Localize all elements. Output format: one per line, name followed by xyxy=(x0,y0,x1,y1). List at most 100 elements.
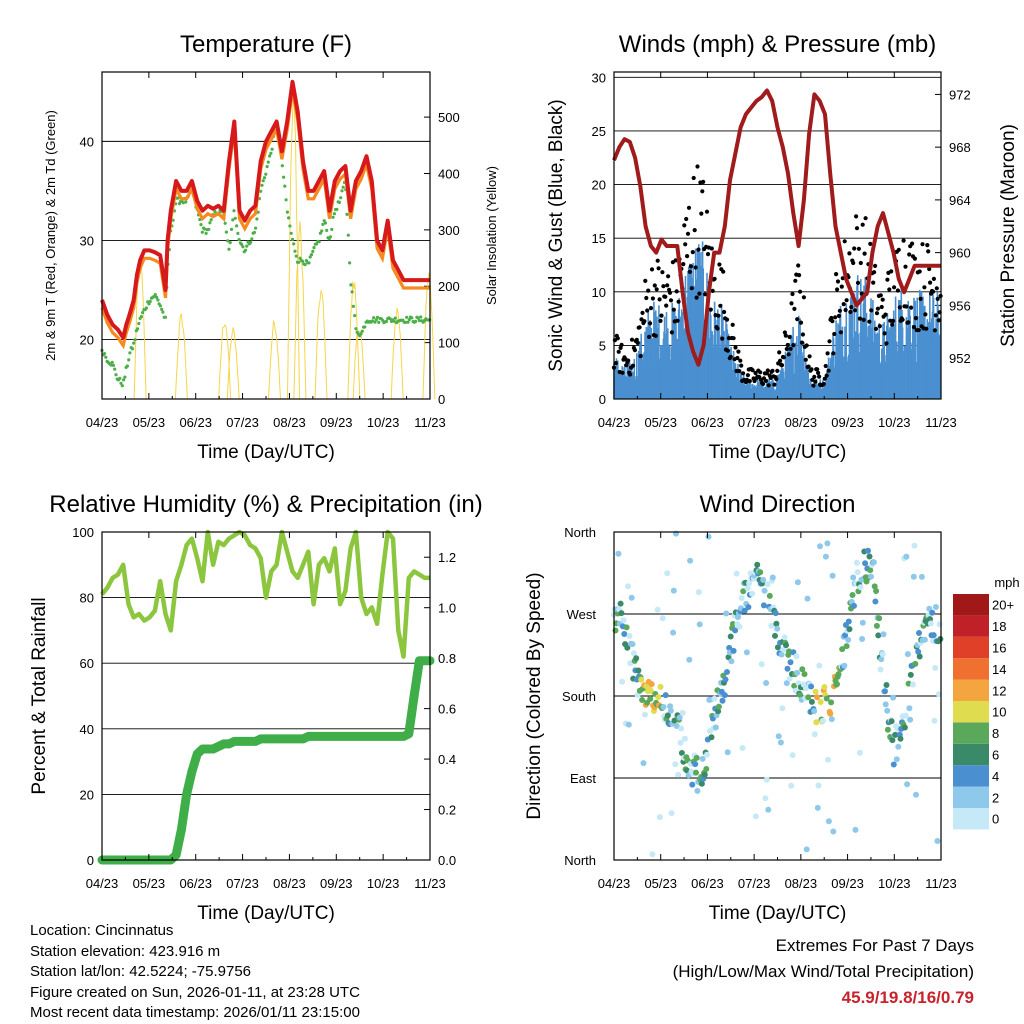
dewpoint-point xyxy=(232,209,236,213)
wind-gust-point xyxy=(789,301,794,306)
dewpoint-point xyxy=(113,367,117,371)
wind-gust-point xyxy=(642,319,647,324)
wind-direction-point xyxy=(738,595,745,601)
wind-gust-point xyxy=(792,306,797,311)
wind-direction-point xyxy=(817,699,824,705)
dewpoint-point xyxy=(374,318,378,322)
wind-direction-point xyxy=(910,573,917,580)
wind-direction-point xyxy=(778,651,785,658)
dewpoint-point xyxy=(325,228,329,232)
wind-gust-point xyxy=(925,243,930,248)
wind-gust-point xyxy=(722,309,727,315)
wind-direction-point xyxy=(692,761,699,768)
dewpoint-point xyxy=(354,327,358,331)
dewpoint-point xyxy=(237,238,241,242)
wind-gust-point xyxy=(690,250,695,255)
direction-xlabel: Time (Day/UTC) xyxy=(709,903,847,924)
wind-direction-point xyxy=(804,595,811,602)
dewpoint-point xyxy=(160,307,164,311)
wind-gust-point xyxy=(710,288,715,293)
legend-swatch xyxy=(953,701,989,723)
legend-label: 0 xyxy=(992,812,999,827)
wind-direction-point xyxy=(656,814,663,821)
wind-direction-point xyxy=(797,692,804,698)
wind-direction-point xyxy=(647,695,654,702)
humidity-y2tick-label: 0.0 xyxy=(438,853,456,868)
dewpoint-point xyxy=(245,244,249,248)
wind-direction-point xyxy=(698,780,705,787)
wind-gust-point xyxy=(747,379,752,384)
temperature-xtick-label: 06/23 xyxy=(179,415,212,430)
station-location: Location: Cincinnatus xyxy=(30,922,174,939)
wind-gust-point xyxy=(635,340,640,345)
wind-direction-point xyxy=(687,557,694,564)
wind-direction-point xyxy=(821,684,828,690)
wind-gust-point xyxy=(844,298,849,303)
winds-xtick-label: 06/23 xyxy=(691,415,724,430)
dewpoint-point xyxy=(320,229,324,233)
wind-gust-point xyxy=(861,317,866,322)
wind-direction-point xyxy=(906,705,913,712)
wind-gust-point xyxy=(912,256,918,261)
temperature-xtick-label: 10/23 xyxy=(367,415,400,430)
wind-gust-point xyxy=(822,376,827,381)
wind-gust-point xyxy=(775,368,780,373)
wind-gust-point xyxy=(860,222,865,227)
wind-direction-point xyxy=(766,592,773,599)
wind-direction-point xyxy=(764,581,771,588)
wind-direction-point xyxy=(799,666,806,673)
dewpoint-point xyxy=(260,183,264,187)
wind-gust-point xyxy=(852,246,857,251)
wind-gust-point xyxy=(931,276,937,281)
dewpoint-point xyxy=(403,320,408,324)
wind-gust-point xyxy=(855,280,861,285)
wind-gust-point xyxy=(873,326,879,331)
wind-direction-point xyxy=(694,787,701,794)
dewpoint-point xyxy=(130,347,135,351)
dewpoint-point xyxy=(109,363,113,367)
wind-direction-point xyxy=(760,602,767,609)
dewpoint-point xyxy=(250,237,254,241)
wind-gust-point xyxy=(911,325,917,330)
temperature-9m-line xyxy=(100,89,430,350)
wind-gust-point xyxy=(656,266,661,271)
wind-direction-point xyxy=(880,631,887,638)
wind-direction-point xyxy=(873,588,880,594)
wind-direction-point xyxy=(882,701,889,708)
dewpoint-point xyxy=(141,311,145,315)
wind-direction-point xyxy=(722,676,729,683)
wind-direction-point xyxy=(843,643,850,650)
wind-gust-point xyxy=(842,239,847,244)
humidity-y2tick-label: 0.2 xyxy=(438,803,456,818)
wind-gust-point xyxy=(869,308,874,313)
wind-gust-point xyxy=(837,308,843,313)
wind-direction-point xyxy=(879,651,886,658)
wind-gust-point xyxy=(813,379,818,384)
wind-gust-point xyxy=(665,283,670,288)
wind-direction-point xyxy=(777,739,784,746)
solar-insolation-spike xyxy=(314,289,328,400)
wind-gust-point xyxy=(647,334,652,339)
wind-gust-point xyxy=(632,348,638,353)
wind-gust-point xyxy=(708,307,713,312)
wind-direction-point xyxy=(695,589,702,596)
temperature-ytick-label: 20 xyxy=(80,333,94,348)
temperature-y2tick-label: 500 xyxy=(438,110,460,125)
wind-gust-point xyxy=(826,368,831,373)
dewpoint-point xyxy=(264,172,268,176)
wind-gust-point xyxy=(619,342,624,347)
wind-gust-point xyxy=(653,333,658,338)
wind-direction-point xyxy=(852,826,859,833)
wind-gust-point xyxy=(922,285,927,290)
solar-insolation-spike xyxy=(352,329,366,400)
direction-title: Wind Direction xyxy=(699,491,855,518)
dewpoint-point xyxy=(256,210,260,214)
dewpoint-point xyxy=(345,212,349,216)
direction-ytick-label: North xyxy=(564,853,596,868)
winds-ytick-label: 0 xyxy=(599,392,606,407)
wind-gust-point xyxy=(895,288,901,293)
wind-direction-point xyxy=(882,688,888,695)
wind-gust-point xyxy=(841,302,846,307)
winds-ytick-label: 30 xyxy=(592,70,606,85)
